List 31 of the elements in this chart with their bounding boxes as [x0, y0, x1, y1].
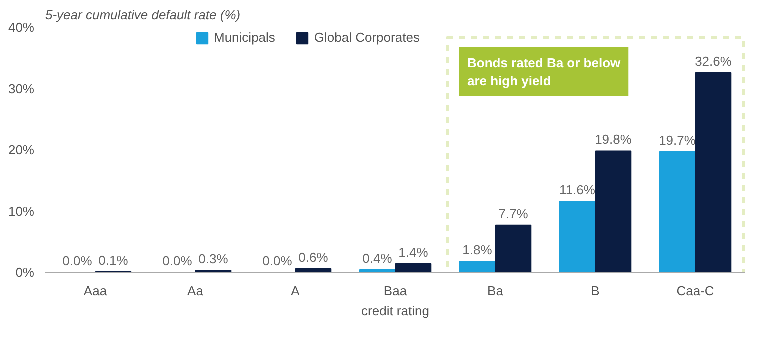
x-tick-label: Ba: [488, 284, 504, 298]
y-tick-label: 40%: [8, 20, 35, 35]
y-axis-title: 5-year cumulative default rate (%): [46, 8, 241, 22]
y-tick-label: 0%: [16, 265, 35, 280]
x-tick-label: Aaa: [84, 284, 108, 298]
annotation: Bonds rated Ba or below are high yield: [468, 56, 622, 88]
data-label: 0.1%: [98, 252, 129, 268]
data-label: 0.0%: [262, 254, 293, 268]
x-axis-title: credit rating: [362, 304, 430, 318]
data-label: 32.6%: [695, 54, 732, 69]
y-tick-label: 20%: [8, 142, 35, 158]
data-label: 0.4%: [362, 251, 393, 266]
x-tick-label: Aa: [188, 284, 204, 298]
legend-label: Municipals: [214, 30, 276, 45]
data-label: 0.0%: [162, 254, 193, 268]
y-tick-label: 10%: [8, 204, 35, 219]
data-label: 0.0%: [62, 254, 93, 268]
data-label: 19.7%: [659, 132, 696, 148]
data-label: 7.7%: [498, 206, 529, 222]
x-tick-label: B: [591, 284, 600, 298]
data-label: 19.8%: [595, 132, 632, 148]
data-label: 11.6%: [560, 182, 596, 198]
x-tick-label: A: [291, 284, 300, 298]
data-label: 0.6%: [298, 250, 329, 265]
legend-label: Global Corporates: [314, 30, 420, 45]
x-tick-label: Baa: [384, 284, 408, 298]
x-tick-label: Caa-C: [676, 284, 714, 298]
data-label: 0.3%: [198, 252, 229, 267]
data-label: 1.4%: [398, 244, 429, 260]
data-label: 1.8%: [462, 242, 493, 258]
y-tick-label: 30%: [8, 81, 35, 96]
